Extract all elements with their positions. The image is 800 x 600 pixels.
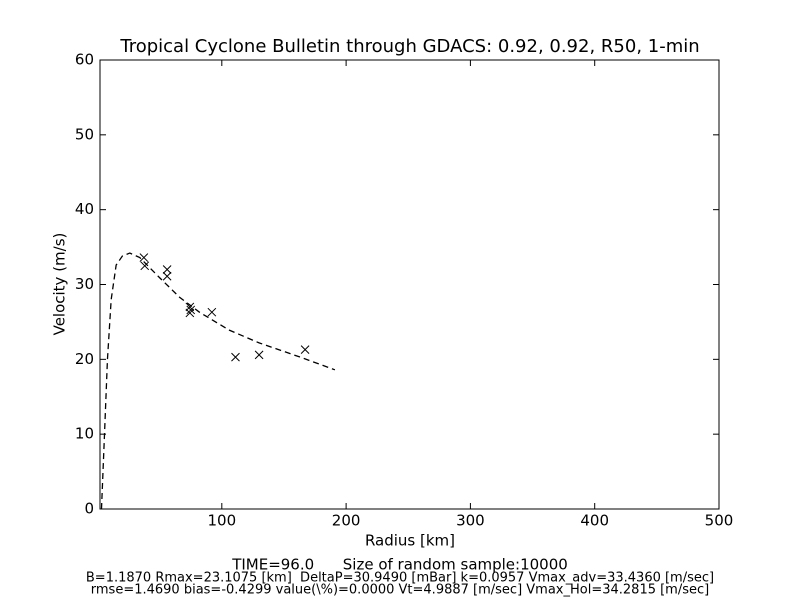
x-tick-label: 400 (580, 512, 609, 530)
curve (100, 252, 336, 510)
y-tick-label: 0 (84, 500, 94, 518)
y-tick-label: 40 (75, 200, 94, 218)
point (186, 305, 196, 315)
x-axis-label: Radius [km] (365, 532, 455, 550)
plot-frame (99, 59, 720, 510)
point (207, 307, 217, 317)
footer-note: TIME=96.0 Size of random sample:10000 (231, 556, 568, 574)
point (162, 271, 172, 281)
y-tick-label: 50 (75, 125, 94, 143)
y-tick-label: 20 (75, 350, 94, 368)
x-tick-label: 200 (332, 512, 361, 530)
point (162, 265, 172, 274)
y-tick-label: 30 (75, 275, 94, 293)
y-tick-label: 60 (75, 51, 94, 69)
x-tick-label: 500 (705, 512, 734, 530)
footer-note: rmse=1.4690 bias=-0.4299 value(\%)=0.000… (91, 583, 709, 598)
x-tick-label: 300 (456, 512, 485, 530)
footer-note: B=1.1870 Rmax=23.1075 [km] DeltaP=30.949… (86, 571, 714, 586)
point (139, 253, 149, 262)
y-tick-label: 10 (75, 425, 94, 443)
point (254, 350, 264, 360)
point (231, 352, 240, 362)
x-tick-label: 100 (207, 512, 236, 530)
point (140, 261, 150, 271)
chart-title: Tropical Cyclone Bulletin through GDACS:… (119, 36, 699, 57)
point (185, 308, 195, 318)
y-axis-label: Velocity (m/s) (51, 233, 69, 336)
point (300, 345, 310, 354)
